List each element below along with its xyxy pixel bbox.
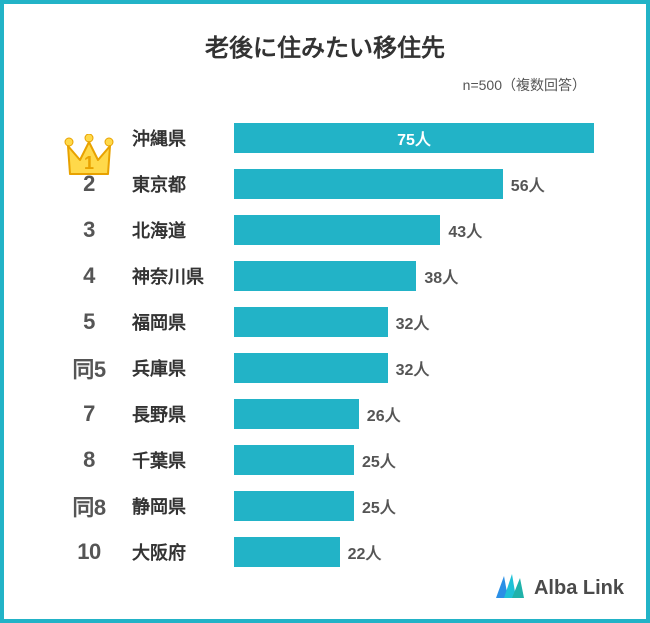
- rank-cell: 2: [54, 171, 124, 197]
- rank-number: 同8: [72, 490, 105, 522]
- bar: [234, 491, 354, 521]
- prefecture-label: 神奈川県: [124, 263, 234, 289]
- bar-value: 38人: [424, 261, 458, 291]
- prefecture-label: 福岡県: [124, 309, 234, 335]
- chart-row: 3 北海道 43人: [54, 209, 606, 251]
- rank-number: 7: [83, 401, 95, 427]
- rank-cell: 同8: [54, 490, 124, 522]
- bar-value: 56人: [511, 169, 545, 199]
- bar: [234, 307, 388, 337]
- bar: [234, 169, 503, 199]
- chart-frame: 老後に住みたい移住先 n=500（複数回答） 1沖縄県75人 2 東京都 56人 3 北海…: [0, 0, 650, 623]
- bar-value: 26人: [367, 399, 401, 429]
- bar-cell: 25人: [234, 445, 606, 475]
- bar: [234, 445, 354, 475]
- chart-subtitle: n=500（複数回答）: [4, 75, 586, 95]
- prefecture-label: 北海道: [124, 217, 234, 243]
- prefecture-label: 大阪府: [124, 539, 234, 565]
- bar-value: 25人: [362, 491, 396, 521]
- bar-value: 25人: [362, 445, 396, 475]
- prefecture-label: 東京都: [124, 171, 234, 197]
- logo-text: Alba Link: [534, 577, 624, 600]
- chart-row: 同5 兵庫県 32人: [54, 347, 606, 389]
- prefecture-label: 千葉県: [124, 447, 234, 473]
- chart-title: 老後に住みたい移住先: [4, 28, 646, 63]
- rank-number: 同5: [72, 352, 105, 384]
- bar: [234, 537, 340, 567]
- rank-number: 4: [83, 263, 95, 289]
- rank-number: 5: [83, 309, 95, 335]
- rank-cell: 同5: [54, 352, 124, 384]
- prefecture-label: 沖縄県: [124, 125, 234, 151]
- rank-cell: 5: [54, 309, 124, 335]
- bar-cell: 32人: [234, 353, 606, 383]
- rank-number: 10: [77, 539, 100, 565]
- bar-cell: 32人: [234, 307, 606, 337]
- bar-cell: 38人: [234, 261, 606, 291]
- prefecture-label: 長野県: [124, 401, 234, 427]
- bar-value: 32人: [396, 353, 430, 383]
- prefecture-label: 兵庫県: [124, 355, 234, 381]
- rank-number: 8: [83, 447, 95, 473]
- chart-row: 同8 静岡県 25人: [54, 485, 606, 527]
- rank-cell: 3: [54, 217, 124, 243]
- triangle-icon: [490, 572, 526, 605]
- bar-cell: 25人: [234, 491, 606, 521]
- rank-cell: 8: [54, 447, 124, 473]
- bar-cell: 26人: [234, 399, 606, 429]
- bar: [234, 353, 388, 383]
- logo: Alba Link: [490, 572, 624, 605]
- chart-row: 2 東京都 56人: [54, 163, 606, 205]
- rank-cell: 10: [54, 539, 124, 565]
- chart-row: 1沖縄県75人: [54, 117, 606, 159]
- bar-value: 32人: [396, 307, 430, 337]
- bar: [234, 215, 440, 245]
- chart-row: 7 長野県 26人: [54, 393, 606, 435]
- rank-cell: 4: [54, 263, 124, 289]
- bar-cell: 43人: [234, 215, 606, 245]
- rank-number: 2: [83, 171, 95, 197]
- prefecture-label: 静岡県: [124, 493, 234, 519]
- bar-cell: 75人: [234, 123, 606, 153]
- rank-cell: 7: [54, 401, 124, 427]
- chart-row: 10 大阪府 22人: [54, 531, 606, 573]
- bar: [234, 261, 416, 291]
- bar-cell: 56人: [234, 169, 606, 199]
- chart-rows: 1沖縄県75人2東京都56人3北海道43人4神奈川県38人5福岡県32人同5兵庫…: [4, 117, 646, 573]
- bar-value: 22人: [348, 537, 382, 567]
- bar-value: 75人: [234, 123, 594, 153]
- chart-row: 5 福岡県 32人: [54, 301, 606, 343]
- chart-row: 4 神奈川県 38人: [54, 255, 606, 297]
- chart-row: 8 千葉県 25人: [54, 439, 606, 481]
- rank-number: 3: [83, 217, 95, 243]
- bar: [234, 399, 359, 429]
- bar-cell: 22人: [234, 537, 606, 567]
- bar-value: 43人: [448, 215, 482, 245]
